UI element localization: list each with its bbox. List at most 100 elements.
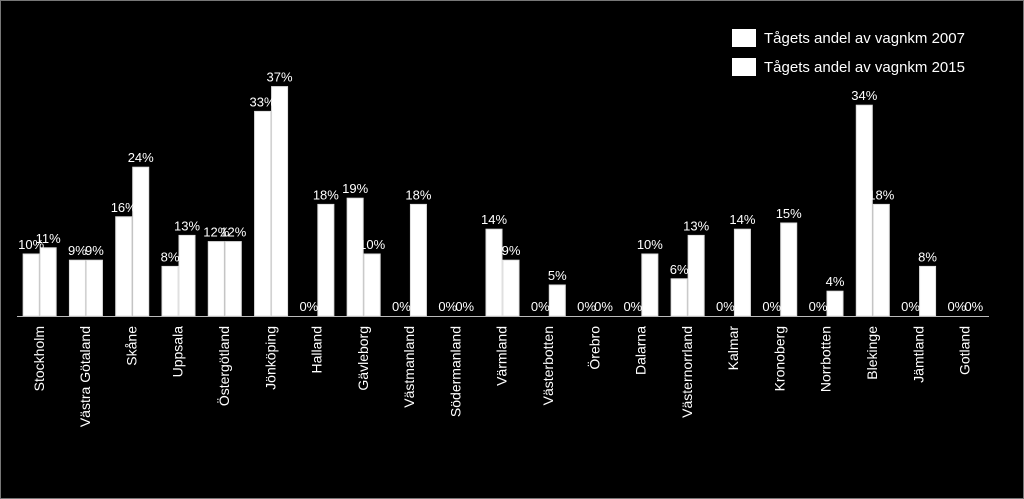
category-label-4: Östergötland (215, 326, 232, 406)
category-label-15: Kalmar (725, 326, 741, 371)
data-label-s1-10: 14% (481, 212, 507, 227)
data-label-s2-5: 37% (267, 70, 293, 85)
category-label-11: Västerbotten (540, 326, 556, 405)
data-label-s1-9: 0% (438, 299, 457, 314)
category-label-10: Värmland (494, 326, 510, 386)
data-label-s2-10: 9% (502, 243, 521, 258)
data-label-s2-12: 0% (594, 299, 613, 314)
bar-s2-1 (85, 259, 103, 317)
data-label-s2-17: 4% (826, 274, 845, 289)
bar-s2-19 (919, 265, 937, 317)
data-label-s1-1: 9% (68, 243, 87, 258)
bar-s1-10 (485, 228, 503, 317)
bar-s2-2 (132, 166, 150, 317)
category-label-14: Västernorrland (679, 326, 695, 418)
legend-label-1: Tågets andel av vagnkm 2007 (764, 30, 965, 47)
bar-s2-13 (641, 253, 659, 317)
data-label-s1-20: 0% (947, 299, 966, 314)
category-label-8: Västmanland (401, 326, 417, 408)
category-label-6: Halland (309, 326, 325, 373)
category-label-9: Södermanland (447, 326, 463, 417)
bar-s1-2 (115, 216, 133, 317)
data-label-s2-1: 9% (85, 243, 104, 258)
category-label-1: Västra Götaland (77, 326, 93, 427)
bar-s2-11 (548, 284, 566, 317)
category-label-13: Dalarna (633, 326, 649, 375)
data-label-s2-8: 18% (405, 187, 431, 202)
bar-s1-7 (346, 197, 364, 317)
data-label-s1-5: 33% (250, 94, 276, 109)
data-label-s2-7: 10% (359, 237, 385, 252)
data-label-s2-6: 18% (313, 187, 339, 202)
bar-s1-14 (670, 278, 688, 317)
bar-s2-4 (224, 241, 242, 317)
data-label-s1-11: 0% (531, 299, 550, 314)
data-label-s2-15: 14% (729, 212, 755, 227)
category-label-18: Blekinge (864, 326, 880, 380)
category-label-7: Gävleborg (355, 326, 371, 391)
bar-s2-0 (39, 247, 57, 317)
category-label-20: Gotland (957, 326, 973, 375)
data-label-s1-12: 0% (577, 299, 596, 314)
category-label-16: Kronoberg (771, 326, 787, 391)
category-label-17: Norrbotten (818, 326, 834, 392)
data-label-s2-11: 5% (548, 268, 567, 283)
data-label-s1-14: 6% (670, 262, 689, 277)
data-label-s1-2: 16% (111, 200, 137, 215)
data-label-s1-19: 0% (901, 299, 920, 314)
category-label-3: Uppsala (170, 326, 186, 378)
bar-s1-4 (207, 241, 225, 317)
data-label-s1-13: 0% (623, 299, 642, 314)
data-label-s1-3: 8% (161, 249, 180, 264)
bar-s2-7 (363, 253, 381, 317)
data-label-s2-20: 0% (964, 299, 983, 314)
bar-s2-17 (826, 290, 844, 317)
category-label-12: Örebro (585, 326, 602, 370)
bars-layer (22, 86, 937, 317)
data-label-s2-4: 12% (220, 225, 246, 240)
bar-s2-3 (178, 234, 196, 317)
data-label-s1-6: 0% (299, 299, 318, 314)
data-label-s2-19: 8% (918, 249, 937, 264)
bar-s2-18 (872, 203, 890, 317)
data-label-s1-18: 34% (851, 88, 877, 103)
bar-s2-8 (409, 203, 427, 317)
legend-label-2: Tågets andel av vagnkm 2015 (764, 59, 965, 76)
bar-s1-0 (22, 253, 40, 317)
data-label-s1-15: 0% (716, 299, 735, 314)
data-label-s1-7: 19% (342, 181, 368, 196)
data-labels-layer: 10%11%9%9%16%24%8%13% 12%12%33%37%0%18% 19… (18, 70, 984, 314)
data-label-s2-13: 10% (637, 237, 663, 252)
bar-s2-16 (780, 222, 798, 317)
data-label-s2-2: 24% (128, 150, 154, 165)
data-label-s2-3: 13% (174, 218, 200, 233)
data-label-s2-9: 0% (455, 299, 474, 314)
bar-s1-1 (68, 259, 86, 317)
legend: Tågets andel av vagnkm 2007 Tågets andel … (732, 29, 965, 76)
data-label-s2-16: 15% (776, 206, 802, 221)
data-label-s2-18: 18% (868, 187, 894, 202)
bar-s2-6 (317, 203, 335, 317)
bar-s2-10 (502, 259, 520, 317)
category-label-19: Jämtland (910, 326, 926, 383)
bar-s1-5 (254, 110, 272, 317)
bar-s1-3 (161, 265, 179, 317)
data-label-s1-0: 10% (18, 237, 44, 252)
category-label-5: Jönköping (262, 326, 278, 390)
category-labels-layer: Stockholm Västra Götaland Skåne Uppsala Öste… (31, 326, 973, 427)
category-label-2: Skåne (123, 326, 139, 366)
data-label-s1-8: 0% (392, 299, 411, 314)
legend-swatch-1 (732, 29, 756, 47)
data-label-s1-16: 0% (762, 299, 781, 314)
category-label-0: Stockholm (31, 326, 47, 391)
bar-s2-14 (687, 234, 705, 317)
bar-s2-5 (271, 86, 289, 317)
data-label-s2-0: 11% (36, 231, 61, 246)
legend-swatch-2 (732, 58, 756, 76)
bar-s2-15 (733, 228, 751, 317)
data-label-s1-4: 12% (203, 225, 229, 240)
data-label-s1-17: 0% (809, 299, 828, 314)
bar-s1-18 (855, 104, 873, 317)
